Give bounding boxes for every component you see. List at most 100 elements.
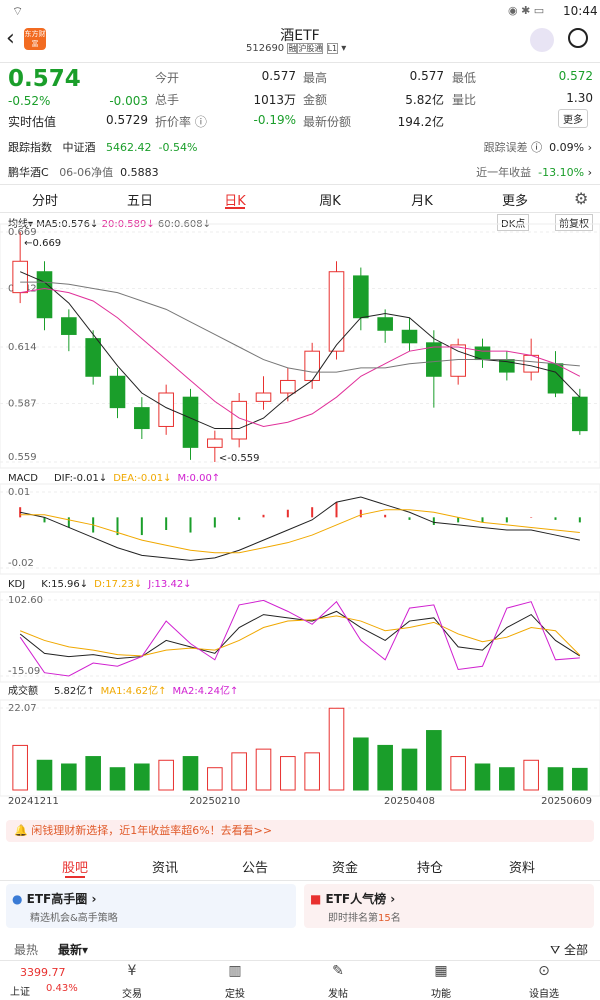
search-icon[interactable] bbox=[568, 28, 588, 48]
label: 近一年收益 bbox=[476, 166, 532, 179]
label: 折价率 bbox=[155, 115, 192, 129]
banner[interactable]: 🔔 闲钱理财新选择，近1年收益率超6%！去看看>> bbox=[6, 820, 594, 842]
code: 512690 bbox=[246, 43, 285, 54]
nav-icon[interactable]: ⊙ bbox=[538, 963, 550, 979]
candle-body bbox=[523, 354, 539, 373]
macd-bar bbox=[286, 509, 289, 518]
volume-bar bbox=[572, 767, 588, 791]
nav-icon[interactable]: ¥ bbox=[127, 963, 137, 979]
candle-body bbox=[158, 392, 174, 427]
x-tick-label: 20241211 bbox=[8, 796, 59, 807]
sub-tab[interactable]: 资讯 bbox=[151, 861, 178, 876]
nav: 0.5883 bbox=[120, 166, 159, 179]
panel-frame bbox=[0, 223, 600, 469]
macd-bar bbox=[554, 517, 557, 520]
volume-bar bbox=[61, 763, 77, 791]
tab[interactable]: 周K bbox=[319, 194, 341, 209]
return[interactable]: 近一年收益 -13.10% › bbox=[476, 166, 592, 179]
macd-bar bbox=[481, 517, 484, 523]
fund-name: 鹏华酒C bbox=[8, 166, 49, 179]
macd-bar bbox=[505, 517, 508, 523]
macd-bar bbox=[457, 517, 460, 523]
volume-bar bbox=[134, 763, 150, 791]
index-value: 3399.77 bbox=[20, 966, 66, 979]
avatar[interactable] bbox=[530, 28, 554, 52]
volume-bar bbox=[499, 767, 515, 791]
est-label: 实时估值 bbox=[8, 115, 57, 129]
y-tick-label: 0.559 bbox=[8, 452, 37, 463]
fund-row: 鹏华酒C 06-06净值 0.5883 bbox=[8, 164, 159, 180]
more-button[interactable]: 更多 bbox=[558, 109, 588, 128]
tab[interactable]: 更多 bbox=[501, 194, 528, 209]
macd-bar bbox=[213, 517, 216, 528]
sub-tab[interactable]: 公告 bbox=[241, 861, 268, 876]
change: -0.003 bbox=[109, 94, 148, 108]
nav-label[interactable]: 设自选 bbox=[529, 989, 559, 1000]
legend-text: KDJ bbox=[8, 579, 25, 590]
nav-label[interactable]: 定投 bbox=[225, 989, 245, 1000]
indicator-line bbox=[20, 509, 580, 554]
tracking-row: 跟踪指数 中证酒 5462.42 -0.54% bbox=[8, 139, 197, 155]
candle-body bbox=[304, 350, 320, 381]
card[interactable]: ■ ETF人气榜 › 即时排名第15名 bbox=[304, 884, 594, 928]
volume-bar bbox=[450, 756, 466, 791]
sub-tab[interactable]: 资金 bbox=[331, 861, 358, 876]
tab[interactable]: 分时 bbox=[31, 194, 58, 209]
nav-icon[interactable]: ✎ bbox=[332, 963, 344, 979]
stat-label: 金额 bbox=[303, 93, 328, 107]
legend-text: 成交额 bbox=[8, 684, 38, 697]
volume-bar bbox=[328, 707, 345, 791]
candle-body bbox=[377, 317, 393, 331]
volume-bar bbox=[85, 756, 101, 791]
tab[interactable]: 五日 bbox=[126, 194, 153, 209]
filter-hot[interactable]: 最热 bbox=[14, 943, 39, 957]
indicator-line bbox=[19, 610, 581, 660]
stat-label: 最高 bbox=[303, 71, 328, 85]
macd-bar bbox=[165, 517, 168, 530]
nav-label[interactable]: 功能 bbox=[431, 989, 451, 1000]
value: -13.10% bbox=[538, 166, 585, 179]
volume-bar bbox=[158, 759, 174, 791]
card-title: ■ ETF人气榜 › bbox=[310, 892, 396, 906]
tracking-error[interactable]: 跟踪误差 ⓘ 0.09% › bbox=[483, 141, 592, 154]
back-button[interactable]: ‹ bbox=[6, 26, 15, 51]
macd-bar bbox=[530, 517, 533, 518]
macd-bar bbox=[189, 517, 192, 533]
volume-bar bbox=[474, 763, 491, 791]
indicator-line bbox=[20, 496, 580, 561]
nav-label[interactable]: 发帖 bbox=[328, 989, 348, 1000]
sub-tab[interactable]: 资料 bbox=[508, 861, 535, 876]
x-tick-label: 20250210 bbox=[189, 796, 240, 807]
index: 中证酒 bbox=[62, 141, 96, 154]
candle-body bbox=[12, 260, 28, 294]
sub-tab[interactable]: 持仓 bbox=[416, 861, 443, 876]
macd-bar bbox=[67, 517, 70, 528]
est-value: 0.5729 bbox=[106, 113, 148, 127]
volume-bar bbox=[109, 767, 126, 791]
macd-bar bbox=[335, 502, 338, 518]
filter-new[interactable]: 最新▾ bbox=[58, 943, 89, 957]
candle-body bbox=[280, 379, 296, 394]
legend-text: MACD bbox=[8, 473, 38, 484]
nav-label[interactable]: 交易 bbox=[122, 989, 142, 1000]
tab[interactable]: 日K bbox=[224, 194, 246, 209]
y-tick-label: 0.669 bbox=[8, 227, 37, 238]
settings-icon[interactable]: ⚙ bbox=[574, 189, 589, 208]
nav-icon[interactable]: ▥ bbox=[228, 963, 242, 979]
tab[interactable]: 月K bbox=[411, 194, 433, 209]
indicator-line bbox=[20, 281, 580, 373]
macd-bar bbox=[384, 514, 387, 518]
candle-body bbox=[547, 363, 564, 394]
index-value: 5462.42 bbox=[106, 141, 152, 154]
candle-body bbox=[61, 317, 77, 335]
y-tick-label: 0.614 bbox=[8, 342, 37, 353]
panel-frame bbox=[0, 591, 600, 683]
filter-all[interactable]: ⛛ 全部 bbox=[550, 943, 588, 957]
nav-icon[interactable]: ▦ bbox=[434, 963, 448, 979]
indicator-line bbox=[19, 271, 581, 430]
legend-text: DEA:-0.01↓ bbox=[113, 473, 171, 484]
card[interactable]: ● ETF高手圈 › 精选机会&高手策略 bbox=[6, 884, 296, 928]
sub-tab[interactable]: 股吧 bbox=[61, 861, 88, 876]
tag: L1 bbox=[326, 43, 339, 54]
volume-bar bbox=[304, 752, 320, 791]
